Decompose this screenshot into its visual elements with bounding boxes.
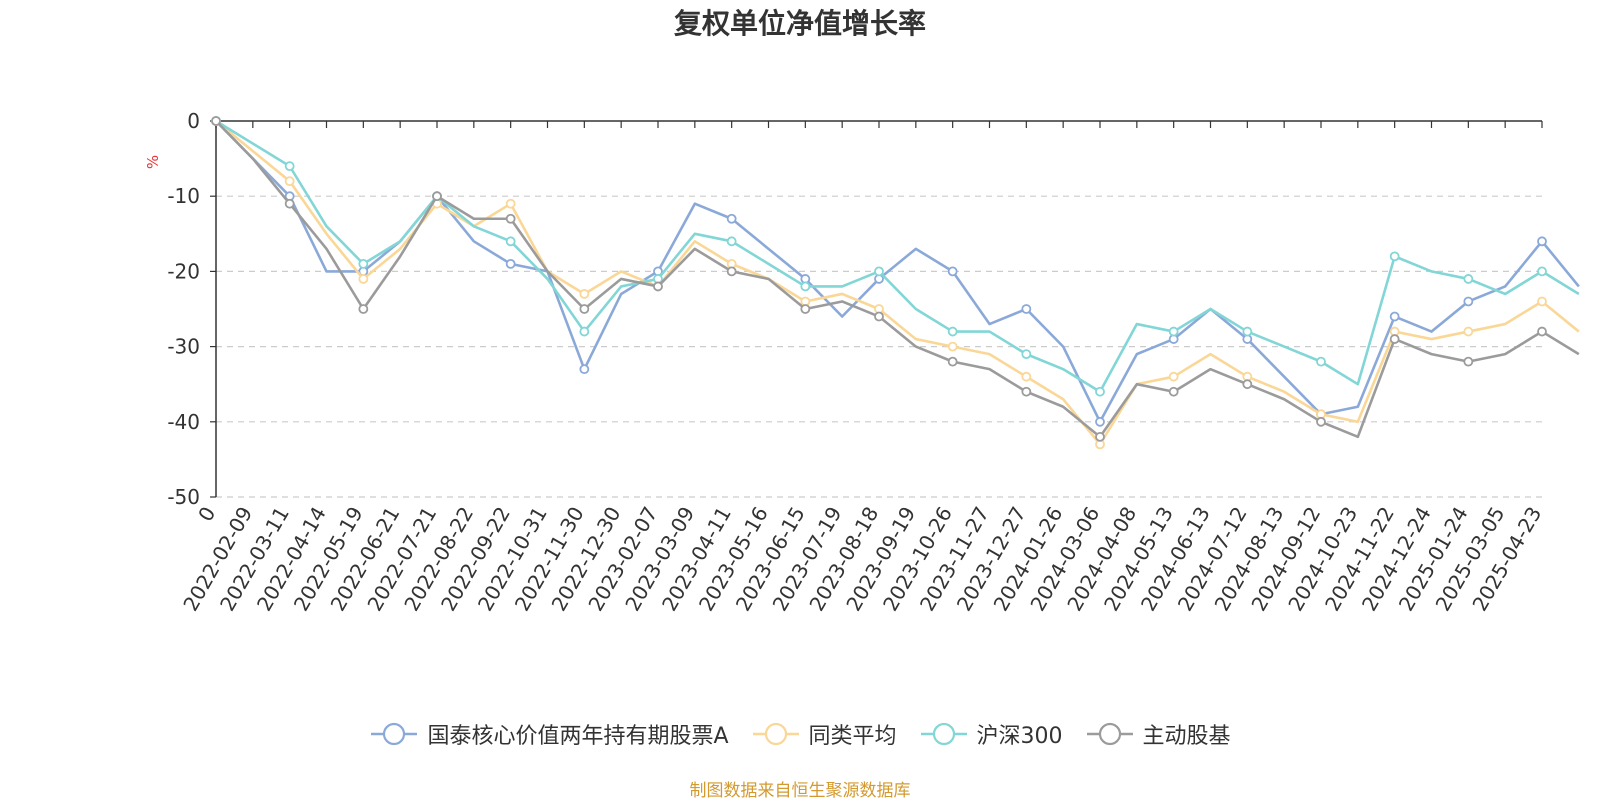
- series-point: [579, 304, 590, 314]
- series-point: [1168, 371, 1179, 382]
- series-point: [1021, 304, 1032, 314]
- series-point: [1463, 296, 1474, 307]
- series-point: [874, 266, 884, 277]
- series-line-1: [215, 119, 1580, 446]
- series-point: [1021, 371, 1032, 382]
- y-tick-label: 0: [187, 109, 200, 133]
- series-point: [1095, 386, 1105, 397]
- legend-label: 主动股基: [1142, 724, 1231, 749]
- legend-line-circle-icon: [1086, 722, 1133, 746]
- y-tick-label: -30: [167, 335, 200, 359]
- series-point: [505, 198, 516, 209]
- y-tick-label: -20: [167, 259, 200, 283]
- series-point: [947, 356, 958, 367]
- series-point: [1095, 416, 1105, 427]
- series-point: [800, 304, 811, 314]
- legend-item[interactable]: 国泰核心价值两年持有期股票A: [369, 718, 729, 750]
- series-point: [947, 341, 958, 352]
- series-point: [579, 364, 590, 375]
- series-point: [505, 236, 516, 247]
- series-point: [1537, 236, 1547, 247]
- legend-line-circle-icon: [371, 722, 418, 746]
- series-point: [1537, 296, 1547, 307]
- legend: 国泰核心价值两年持有期股票A 同类平均 沪深300 主动股基: [0, 718, 1600, 750]
- series-point: [1389, 251, 1400, 262]
- series-point: [1021, 349, 1032, 360]
- series-point: [358, 258, 369, 269]
- legend-label: 同类平均: [808, 724, 897, 749]
- series-point: [1242, 379, 1253, 390]
- y-axis-label: %: [144, 155, 162, 169]
- series-point: [947, 266, 958, 277]
- series-point: [726, 236, 737, 247]
- series-point: [284, 198, 295, 209]
- legend-label: 沪深300: [976, 724, 1063, 749]
- series-point: [358, 304, 369, 314]
- series-point: [579, 289, 590, 299]
- legend-item[interactable]: 主动股基: [1085, 718, 1231, 750]
- series-line-3: [215, 120, 1580, 439]
- legend-item[interactable]: 沪深300: [919, 718, 1063, 750]
- series-point: [1389, 311, 1400, 322]
- series-point: [726, 213, 737, 224]
- y-tick-label: -10: [167, 184, 200, 208]
- line-chart: 0-10-20-30-40-50%02022-02-092022-03-1120…: [144, 109, 1580, 615]
- series-point: [726, 266, 737, 277]
- legend-line-circle-icon: [920, 722, 967, 746]
- series-line-0: [215, 120, 1580, 424]
- y-tick-label: -50: [167, 485, 200, 509]
- series-point: [1242, 326, 1253, 337]
- y-tick-label: -40: [167, 410, 200, 434]
- series-point: [1537, 266, 1547, 277]
- series-point: [1537, 326, 1547, 337]
- series-point: [284, 176, 295, 187]
- series-point: [1021, 386, 1032, 397]
- legend-item[interactable]: 同类平均: [751, 718, 897, 750]
- legend-label: 国泰核心价值两年持有期股票A: [427, 724, 729, 749]
- series-point: [947, 326, 958, 337]
- series-point: [505, 258, 516, 269]
- series-point: [1168, 386, 1179, 397]
- series-point: [358, 274, 369, 284]
- series-point: [579, 326, 590, 337]
- series-point: [432, 191, 442, 202]
- series-point: [653, 281, 663, 292]
- data-source-note: 制图数据来自恒生聚源数据库: [689, 781, 911, 801]
- series-line-2: [215, 119, 1580, 394]
- x-tick-label: 0: [193, 503, 220, 526]
- series-point: [1095, 431, 1105, 442]
- series-point: [874, 311, 884, 322]
- series-point: [1463, 274, 1474, 284]
- series-point: [1316, 416, 1326, 427]
- series-point: [211, 116, 221, 126]
- series-point: [1168, 326, 1179, 337]
- series-point: [1463, 326, 1474, 337]
- series-point: [1316, 356, 1326, 367]
- series-point: [284, 161, 295, 172]
- series-point: [1463, 356, 1474, 367]
- legend-line-circle-icon: [752, 722, 799, 746]
- chart-title: 复权单位净值增长率: [673, 7, 926, 40]
- series-point: [800, 281, 811, 292]
- series-point: [1389, 334, 1400, 344]
- series-point: [505, 213, 516, 224]
